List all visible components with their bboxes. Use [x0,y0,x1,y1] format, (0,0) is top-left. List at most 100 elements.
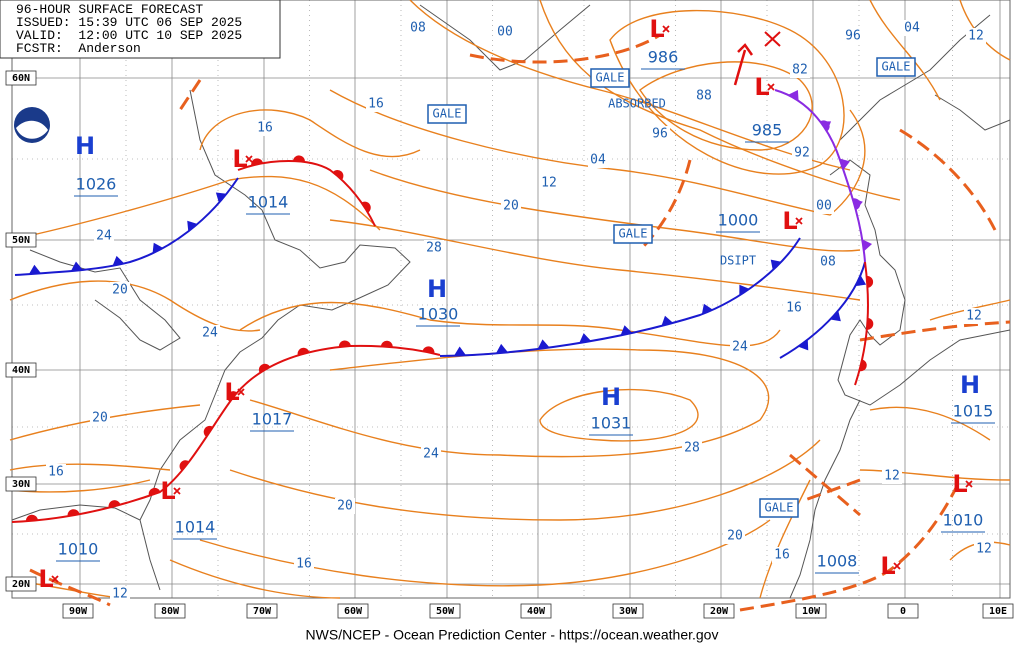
front-symbol [67,509,80,517]
longitude-label-box [154,603,186,619]
isobar-label-bg [784,300,804,316]
isobar-label: 04 [904,21,920,36]
longitude-label-box [520,603,552,619]
latitude-label: 20N [12,579,30,590]
front-symbol [148,487,161,496]
coastline [419,4,591,71]
front-symbol [380,340,393,348]
gale-warning: GALE [619,227,648,241]
gale-warning: GALE [765,501,794,515]
latitude-label: 60N [12,73,30,84]
isobar-label: 20 [337,499,353,514]
isobar [329,89,866,216]
longitude-label-box [703,603,735,619]
front-symbol [830,310,841,322]
longitude-label: 50W [436,606,455,617]
low-center-marker [245,155,253,163]
cold-front [14,177,239,276]
isobar-label-bg [974,541,994,557]
isobar-label: 12 [884,469,900,484]
isobar [759,479,811,599]
isobar-label: 00 [816,199,832,214]
front-symbol [227,391,237,402]
longitude-label: 40W [527,606,546,617]
isobar-label-bg [818,254,838,270]
isobar [539,388,699,442]
front-symbol [422,346,435,354]
header-line: 96-HOUR SURFACE FORECAST [16,2,203,17]
front-symbol [798,339,809,351]
front-semicircle [148,487,161,496]
longitude-label-box [246,603,278,619]
coastline [11,504,161,591]
pressure-center-symbol: L [38,565,53,593]
pressure-center-symbol: L [160,477,175,505]
front-symbol [332,169,344,180]
front-symbol [866,317,874,330]
isobar-label-bg [730,339,750,355]
front-semicircle [251,158,264,166]
front-semicircle [179,460,190,471]
gale-box [590,68,630,88]
front-symbol [620,325,633,336]
isobar-label: 00 [497,25,513,40]
isobar-label-bg [843,28,863,44]
front-symbol [661,315,674,326]
pressure-center-symbol: H [601,383,621,411]
front-semicircle [227,391,237,402]
front-triangle [152,242,164,254]
low-center-marker [237,388,245,396]
isobar-label: 12 [976,542,992,557]
isobar-label: 12 [541,176,557,191]
latitude-label: 30N [12,479,30,490]
isobar-label-bg [882,468,902,484]
front-symbol [862,239,873,252]
front-symbol [839,158,850,170]
front-semicircle [859,359,867,372]
pressure-center-symbol: H [960,371,980,399]
central-pressure: 1000 [718,211,759,230]
isobar-label: 16 [368,97,384,112]
front-triangle [839,158,850,170]
longitude-label-box [795,603,827,619]
low-center-marker [767,83,775,91]
front-triangle [798,339,809,351]
front-symbol [112,255,125,266]
isobar-label: 04 [590,153,606,168]
isobar-label-bg [424,240,444,256]
coastline [934,94,1011,131]
low-center-marker [173,487,181,495]
front-symbol [292,155,305,162]
front-triangle [579,333,592,344]
trough [789,453,861,517]
isobar-label-bg [725,528,745,544]
latitude-label-box [5,476,37,492]
logo-wave [16,120,48,139]
coastline [139,89,411,521]
front-semicircle [203,425,214,437]
front-triangle [830,310,841,322]
longitude-label: 20W [710,606,729,617]
isobar-label-bg [790,62,810,78]
latitude-label-box [5,232,37,248]
front-symbol [152,242,164,254]
front-triangle [770,259,782,271]
front-symbol [852,198,863,211]
isobar-label: 16 [257,121,273,136]
isobar [859,406,1011,481]
central-pressure: 1010 [58,540,99,559]
isobar [639,61,813,151]
front-triangle [28,264,41,275]
longitude-label-box [62,603,94,619]
latitude-label-box [5,70,37,86]
wind-arrow [733,31,781,86]
central-pressure: 1017 [252,410,293,429]
isobar-label: 08 [820,255,836,270]
central-pressure: 1015 [953,402,994,421]
isobar-label: 96 [845,29,861,44]
trough [29,568,111,607]
isobar [9,175,381,241]
central-pressure: 1031 [591,414,632,433]
front-triangle [701,303,713,315]
low-center-marker [965,480,973,488]
